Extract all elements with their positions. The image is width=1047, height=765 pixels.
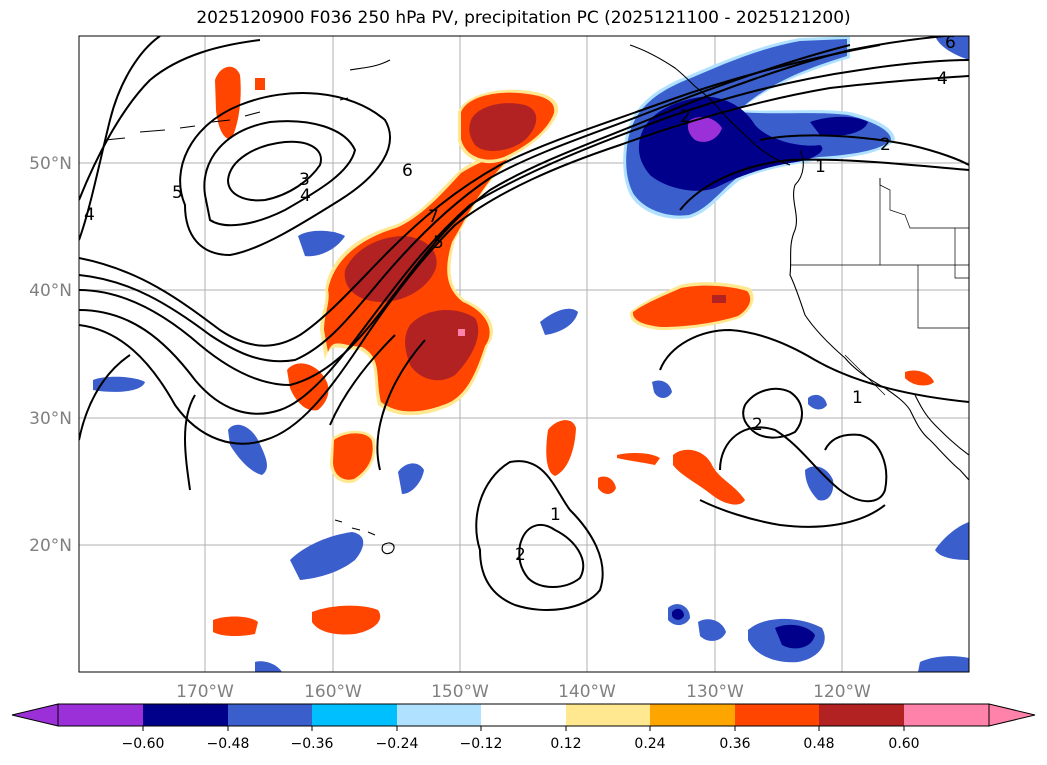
gridlines <box>79 36 969 672</box>
pv-contours <box>79 36 969 611</box>
hawaii-islands <box>334 519 395 555</box>
colorbar: −0.60 −0.48 −0.36 −0.24 −0.12 0.12 0.24 … <box>11 703 1036 752</box>
map-frame <box>78 35 970 673</box>
contour-label: 4 <box>300 186 311 206</box>
colorbar-segment <box>58 704 143 726</box>
colorbar-tick-label: 0.60 <box>888 736 919 752</box>
lon-label: 160°W <box>304 682 362 702</box>
colorbar-segment <box>312 704 397 726</box>
map-area: 3 4 5 4 6 7 5 2 4 2 1 6 1 2 1 2 <box>79 33 969 672</box>
colorbar-segment <box>143 704 228 726</box>
contour-labels: 3 4 5 4 6 7 5 2 4 2 1 6 1 2 1 2 <box>84 33 956 565</box>
lat-label: 40°N <box>29 281 72 301</box>
contour-label: 2 <box>680 107 691 127</box>
colorbar-segment <box>735 704 819 726</box>
lon-label: 170°W <box>176 682 234 702</box>
coastlines <box>104 44 969 555</box>
contour-label: 3 <box>299 170 310 190</box>
colorbar-segment <box>904 704 989 726</box>
contour-label: 2 <box>515 545 526 565</box>
lon-label: 140°W <box>558 682 616 702</box>
lon-label: 150°W <box>431 682 489 702</box>
colorbar-tick-label: 0.48 <box>803 736 834 752</box>
contour-label: 4 <box>937 69 948 89</box>
contour-label: 1 <box>550 505 561 525</box>
aleutian-islands <box>104 111 261 141</box>
contour-label: 5 <box>433 233 444 253</box>
colorbar-tick-label: 0.36 <box>719 736 750 752</box>
colorbar-segment <box>566 704 650 726</box>
contour-label: 2 <box>880 135 891 155</box>
contour-label: 2 <box>752 415 763 435</box>
contour-label: 1 <box>852 388 863 408</box>
colorbar-extend-high <box>988 703 1036 727</box>
colorbar-segment <box>650 704 735 726</box>
colorbar-segment <box>819 704 904 726</box>
colorbar-tick-label: 0.12 <box>550 736 581 752</box>
lat-label: 50°N <box>29 154 72 174</box>
lon-label: 130°W <box>686 682 744 702</box>
colorbar-extend-low <box>11 703 59 727</box>
colorbar-tick-label: −0.12 <box>460 736 503 752</box>
contour-label: 5 <box>172 183 183 203</box>
shade-band-core-2 <box>405 309 479 381</box>
colorbar-segment <box>228 704 312 726</box>
lon-label: 120°W <box>813 682 871 702</box>
lat-label: 30°N <box>29 409 72 429</box>
contour-label: 4 <box>84 205 95 225</box>
longitude-labels: 170°W 160°W 150°W 140°W 130°W 120°W <box>176 682 871 702</box>
map-title: 2025120900 F036 250 hPa PV, precipitatio… <box>196 8 851 28</box>
colorbar-tick-label: 0.24 <box>634 736 665 752</box>
contour-label: 6 <box>402 161 413 181</box>
colorbar-tick-label: −0.24 <box>376 736 419 752</box>
latitude-labels: 50°N 40°N 30°N 20°N <box>29 154 72 556</box>
lat-label: 20°N <box>29 536 72 556</box>
colorbar-tick-label: −0.60 <box>122 736 165 752</box>
colorbar-segment <box>397 704 481 726</box>
colorbar-segment <box>481 704 566 726</box>
contour-label: 1 <box>815 157 826 177</box>
contour-label: 7 <box>428 207 439 227</box>
north-america-coast <box>789 149 969 481</box>
colorbar-tick-label: −0.48 <box>207 736 250 752</box>
colorbar-tick-label: −0.36 <box>291 736 334 752</box>
contour-label: 6 <box>945 33 956 53</box>
